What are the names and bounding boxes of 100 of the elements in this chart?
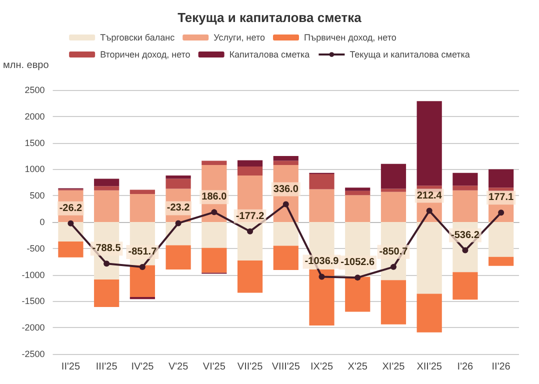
bar — [309, 189, 334, 222]
bar — [488, 169, 514, 188]
data-label: -26.2 — [59, 202, 83, 214]
point — [68, 220, 74, 226]
y-tick-label: -2000 — [22, 322, 45, 333]
bar — [488, 222, 514, 257]
bar — [309, 270, 334, 326]
bar — [130, 194, 155, 222]
x-tick-label: II'26 — [492, 362, 511, 372]
data-label: -23.2 — [166, 202, 190, 214]
bar — [309, 174, 334, 190]
bar — [273, 160, 298, 165]
y-tick-label: 1000 — [24, 164, 45, 174]
bar — [452, 272, 478, 300]
data-label: -851.7 — [128, 246, 158, 258]
bar — [94, 280, 120, 308]
x-tick-label: X'25 — [348, 362, 368, 372]
point — [175, 220, 182, 226]
bar — [345, 195, 370, 222]
data-label: -1036.9 — [304, 256, 340, 268]
bar — [380, 188, 406, 192]
point — [390, 264, 396, 270]
bar — [202, 222, 227, 248]
bar — [273, 222, 298, 246]
point — [318, 274, 325, 280]
x-tick-label: II'25 — [61, 362, 80, 372]
point — [104, 260, 110, 267]
legend-label: Търговски баланс — [100, 32, 176, 42]
y-tick-label: -2500 — [22, 349, 45, 359]
x-tick-label: I'26 — [457, 362, 474, 372]
legend-label: Услуги, нето — [214, 32, 265, 42]
data-label: -788.5 — [92, 243, 122, 254]
bar — [58, 242, 84, 258]
data-label: 177.1 — [488, 192, 514, 204]
bar — [416, 101, 442, 186]
bar — [130, 265, 155, 297]
bar — [237, 166, 263, 176]
x-tick-label: XII'25 — [416, 362, 442, 372]
legend-label: Текуща и капиталова сметка — [350, 50, 470, 60]
y-tick-label: 500 — [30, 190, 45, 201]
x-tick-label: V'25 — [168, 362, 189, 372]
bar — [380, 280, 406, 324]
x-tick-label: XI'25 — [382, 362, 406, 372]
point — [247, 228, 254, 234]
data-label: -850.7 — [379, 246, 408, 258]
data-label: 212.4 — [416, 190, 442, 202]
bar — [273, 156, 298, 161]
data-label: -1052.6 — [340, 257, 376, 268]
bar — [237, 260, 263, 293]
data-label: 186.0 — [202, 192, 228, 203]
point — [211, 209, 218, 216]
x-tick-label: VI'25 — [202, 362, 226, 372]
bar — [452, 172, 478, 186]
point — [462, 247, 468, 254]
bar — [166, 245, 191, 270]
x-tick-label: VIII'25 — [272, 362, 300, 372]
bar — [380, 164, 406, 189]
y-axis-title: млн. евро — [2, 60, 50, 71]
bar — [202, 248, 227, 273]
bar — [202, 160, 227, 165]
bar — [130, 296, 155, 300]
data-label: -536.2 — [451, 230, 480, 241]
y-tick-label: 1500 — [24, 138, 45, 148]
x-tick-label: VII'25 — [237, 362, 264, 372]
point — [354, 274, 361, 281]
y-tick-label: -500 — [26, 243, 45, 254]
point — [498, 210, 504, 216]
point — [282, 201, 289, 208]
bar — [130, 190, 155, 194]
legend-label: Капиталова сметка — [229, 50, 310, 60]
data-label: -177.2 — [236, 210, 265, 222]
x-tick-label: IX'25 — [310, 362, 334, 372]
chart-title: Текуща и капиталова сметка — [178, 10, 362, 25]
x-tick-label: IV'25 — [131, 362, 154, 372]
bar — [452, 186, 478, 190]
bar — [94, 186, 120, 190]
bar — [345, 188, 370, 191]
legend-label: Първичен доход, нето — [304, 32, 396, 42]
bar — [488, 256, 514, 266]
point — [139, 264, 146, 270]
bar — [237, 160, 263, 167]
bar — [94, 178, 120, 186]
x-tick-label: III'25 — [96, 362, 118, 372]
data-label: 336.0 — [273, 184, 299, 195]
y-tick-label: -1500 — [22, 296, 45, 306]
bar — [416, 294, 442, 332]
bar — [166, 178, 191, 189]
y-tick-label: 2500 — [24, 85, 45, 95]
y-tick-label: 0 — [40, 217, 45, 227]
bar — [380, 192, 406, 222]
bar — [345, 276, 370, 312]
point — [426, 208, 432, 214]
bar — [416, 222, 442, 294]
bar — [166, 176, 191, 179]
bar — [345, 190, 370, 196]
bar — [452, 190, 478, 222]
y-tick-label: 2000 — [24, 111, 45, 122]
bar — [94, 190, 120, 222]
bar — [273, 246, 298, 270]
y-tick-label: -1000 — [22, 270, 45, 280]
